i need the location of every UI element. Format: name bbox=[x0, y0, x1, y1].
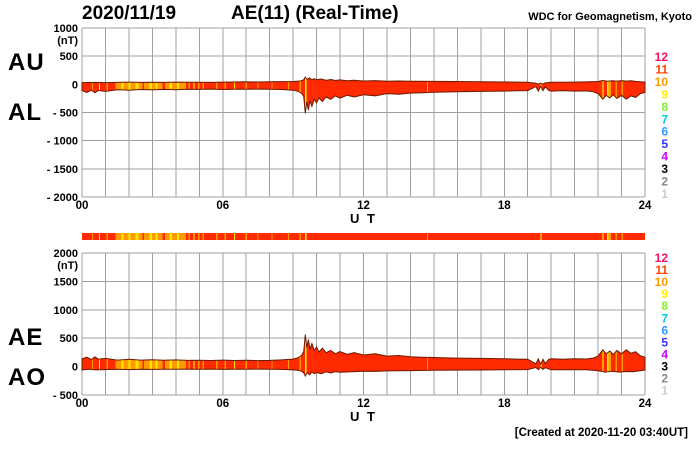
x-tick-label: 00 bbox=[76, 200, 89, 212]
series-label-ao: AO bbox=[8, 364, 46, 391]
y-tick-label: 1000 bbox=[54, 305, 78, 317]
x-axis-label: U T bbox=[350, 409, 377, 424]
created-at-label: [Created at 2020-11-20 03:40UT] bbox=[514, 427, 688, 439]
x-axis-labels-0: 00 06 12 18 24 U T bbox=[76, 200, 652, 226]
x-tick-label: 12 bbox=[357, 398, 370, 410]
station-count-3: 3 bbox=[661, 359, 668, 373]
y-tick-label: - 500 bbox=[53, 108, 78, 120]
station-count-6: 6 bbox=[661, 125, 668, 139]
x-tick-label: 18 bbox=[498, 398, 511, 410]
station-count-9: 9 bbox=[661, 87, 668, 101]
station-count-1: 1 bbox=[661, 187, 668, 201]
station-count-4: 4 bbox=[661, 347, 668, 361]
y-axis-unit: (nT) bbox=[57, 35, 78, 47]
series-label-au: AU bbox=[8, 49, 45, 76]
station-count-8: 8 bbox=[661, 299, 668, 313]
station-count-8: 8 bbox=[661, 100, 668, 114]
station-count-9: 9 bbox=[661, 287, 668, 301]
station-count-7: 7 bbox=[661, 112, 668, 126]
station-count-2: 2 bbox=[661, 175, 668, 189]
grid-panel-1 bbox=[81, 252, 646, 396]
x-tick-label: 00 bbox=[76, 398, 89, 410]
y-tick-label: 0 bbox=[72, 362, 78, 374]
series-label-ae: AE bbox=[8, 324, 44, 351]
station-count-7: 7 bbox=[661, 311, 668, 325]
station-count-12: 12 bbox=[655, 50, 669, 64]
y-axis-labels-0: 1000 500 0 - 500 - 1000 - 1500 - 2000 (nT) bbox=[47, 23, 79, 204]
station-count-12: 12 bbox=[655, 251, 669, 265]
y-tick-label: - 1500 bbox=[47, 164, 78, 176]
station-count-11: 11 bbox=[655, 62, 668, 76]
grid-panel-0 bbox=[81, 27, 646, 198]
y-tick-label: 2000 bbox=[54, 248, 78, 260]
x-tick-label: 06 bbox=[216, 200, 229, 212]
date-title: 2020/11/19 bbox=[82, 3, 177, 24]
y-tick-label: 1000 bbox=[54, 23, 78, 35]
band-outline-1 bbox=[81, 334, 646, 378]
x-tick-label: 06 bbox=[216, 398, 229, 410]
station-count-1: 1 bbox=[661, 384, 668, 398]
station-count-3: 3 bbox=[661, 162, 668, 176]
station-count-5: 5 bbox=[661, 335, 668, 349]
station-count-4: 4 bbox=[661, 150, 668, 164]
page-title: AE(11) (Real-Time) bbox=[231, 3, 399, 24]
y-tick-label: - 2000 bbox=[47, 192, 78, 204]
y-tick-label: - 1000 bbox=[47, 136, 78, 148]
x-tick-label: 24 bbox=[639, 200, 652, 212]
station-count-11: 11 bbox=[655, 263, 668, 277]
y-tick-label: 500 bbox=[60, 51, 78, 63]
source-label: WDC for Geomagnetism, Kyoto bbox=[528, 11, 692, 23]
series-label-al: AL bbox=[8, 99, 42, 126]
y-tick-label: 1500 bbox=[54, 276, 78, 288]
station-count-6: 6 bbox=[661, 323, 668, 337]
y-tick-label: - 500 bbox=[53, 390, 78, 402]
station-count-5: 5 bbox=[661, 137, 668, 151]
station-count-10: 10 bbox=[655, 75, 669, 89]
x-tick-label: 18 bbox=[498, 200, 511, 212]
x-axis-labels-1: 00 06 12 18 24 U T bbox=[76, 398, 652, 424]
station-count-2: 2 bbox=[661, 372, 668, 386]
station-count-10: 10 bbox=[655, 275, 669, 289]
x-tick-label: 12 bbox=[357, 200, 370, 212]
y-axis-labels-1: 2000 1500 1000 500 0 - 500 (nT) bbox=[53, 248, 78, 402]
y-tick-label: 0 bbox=[72, 79, 78, 91]
y-tick-label: 500 bbox=[60, 333, 78, 345]
x-tick-label: 24 bbox=[639, 398, 652, 410]
x-axis-label: U T bbox=[350, 211, 377, 226]
band-outline-0 bbox=[81, 76, 646, 114]
y-axis-unit: (nT) bbox=[57, 260, 78, 272]
station-color-bar bbox=[82, 233, 645, 240]
